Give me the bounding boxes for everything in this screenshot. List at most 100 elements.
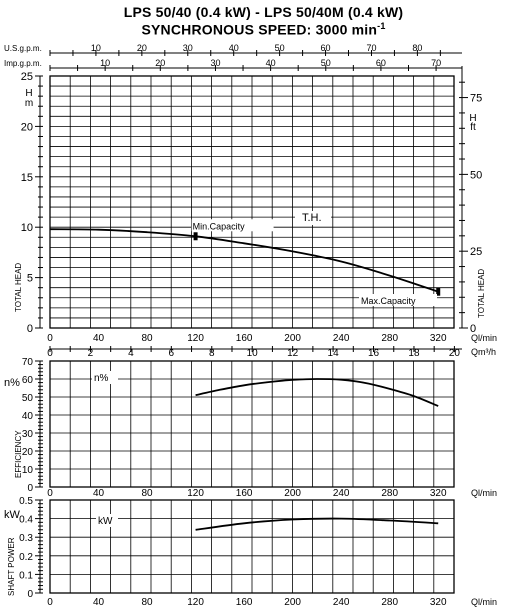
max-capacity-label-bg — [359, 294, 437, 306]
head-x-tick-label-lmin: 240 — [333, 333, 350, 344]
head-x-tick-label-lmin: 40 — [93, 333, 105, 344]
efficiency-tick-label: 50 — [22, 393, 34, 404]
head-right-tick-label: 0 — [470, 323, 476, 335]
impgpm-axis-label: Imp.g.p.m. — [4, 59, 42, 68]
power-plot-frame — [49, 499, 455, 594]
m3h-tick-label: 14 — [328, 348, 340, 359]
efficiency-x-tick-label: 320 — [430, 488, 447, 499]
efficiency-x-tick-label: 80 — [141, 488, 153, 499]
head-left-unit-h: H — [25, 88, 32, 99]
head-x-tick-label-lmin: 80 — [141, 333, 153, 344]
usgpm-tick-label: 20 — [137, 43, 147, 53]
head-x-tick-label-lmin: 320 — [430, 333, 447, 344]
m3h-tick-label: 10 — [247, 348, 259, 359]
m3h-tick-label: 8 — [209, 348, 215, 359]
power-x-tick-label: 200 — [284, 597, 301, 608]
efficiency-tick-label: 70 — [22, 357, 34, 368]
efficiency-x-tick-label: 200 — [284, 488, 301, 499]
usgpm-tick-label: 30 — [183, 43, 193, 53]
power-tick-label: 0.5 — [19, 496, 33, 507]
chart-subtitle: SYNCHRONOUS SPEED: 3000 min-1 — [0, 21, 527, 38]
efficiency-x-tick-label: 40 — [93, 488, 105, 499]
power-x-tick-label: 320 — [430, 597, 447, 608]
head-x-tick-label-lmin: 280 — [381, 333, 398, 344]
power-ylabel: SHAFT POWER — [7, 537, 16, 596]
chart-title: LPS 50/40 (0.4 kW) - LPS 50/40M (0.4 kW) — [123, 4, 404, 20]
power-tick-label: 0.3 — [19, 533, 33, 544]
efficiency-annotation: n% — [94, 373, 109, 384]
power-x-tick-label: 40 — [93, 597, 105, 608]
usgpm-tick-label: 80 — [412, 43, 422, 53]
usgpm-tick-label: 60 — [321, 43, 331, 53]
impgpm-tick-label: 30 — [210, 58, 220, 68]
m3h-tick-label: 0 — [47, 348, 53, 359]
head-x-tick-label-lmin: 120 — [187, 333, 204, 344]
efficiency-unit: n% — [4, 377, 20, 389]
head-left-tick-label: 15 — [21, 172, 33, 184]
power-x-tick-label: 280 — [381, 597, 398, 608]
power-x-tick-label: 80 — [141, 597, 153, 608]
speed-label: SYNCHRONOUS SPEED: 3000 min — [141, 21, 378, 38]
head-x-tick-label-lmin: 0 — [47, 333, 53, 344]
head-left-tick-label: 5 — [27, 273, 33, 285]
head-left-tick-label: 20 — [21, 121, 33, 133]
capacity-marker — [193, 232, 198, 241]
head-x-tick-label-lmin: 200 — [284, 333, 301, 344]
efficiency-tick-label: 30 — [22, 429, 34, 440]
usgpm-tick-label: 70 — [366, 43, 376, 53]
power-annotation-bg — [96, 514, 118, 527]
head-plot-frame — [49, 75, 455, 329]
efficiency-annotation-bg — [92, 371, 118, 384]
power-curve — [195, 517, 439, 531]
th-label-bg — [295, 211, 331, 225]
head-right-unit-h: H — [469, 113, 476, 124]
power-tick-label: 0 — [27, 589, 33, 600]
efficiency-tick-label: 40 — [22, 411, 34, 422]
power-tick-label: 0.1 — [19, 570, 33, 581]
efficiency-x-tick-label: 120 — [187, 488, 204, 499]
efficiency-x-tick-label: 240 — [333, 488, 350, 499]
min-capacity-label-bg — [191, 219, 274, 232]
efficiency-x-tick-label: 0 — [47, 488, 53, 499]
head-xlabel-lmin: Ql/min — [471, 333, 497, 343]
impgpm-tick-label: 10 — [100, 58, 110, 68]
max-capacity-label: Max.Capacity — [361, 296, 416, 306]
power-x-tick-label: 160 — [236, 597, 253, 608]
m3h-tick-label: 2 — [88, 348, 94, 359]
m3h-tick-label: 16 — [368, 348, 380, 359]
impgpm-tick-label: 40 — [266, 58, 276, 68]
head-right-tick-label: 75 — [470, 93, 482, 105]
min-capacity-label: Min.Capacity — [193, 221, 246, 231]
efficiency-tick-label: 0 — [27, 483, 33, 494]
speed-unit-superscript: -1 — [377, 21, 386, 31]
efficiency-tick-label: 60 — [22, 375, 34, 386]
head-ylabel: TOTAL HEAD — [14, 263, 23, 312]
capacity-marker — [436, 287, 441, 296]
efficiency-x-tick-label: 280 — [381, 488, 398, 499]
head-left-tick-label: 25 — [21, 71, 33, 83]
usgpm-axis-label: U.S.g.p.m. — [4, 44, 42, 53]
m3h-tick-label: 4 — [128, 348, 134, 359]
impgpm-tick-label: 50 — [321, 58, 331, 68]
head-left-tick-label: 10 — [21, 222, 33, 234]
power-unit: kW — [4, 509, 21, 521]
m3h-tick-label: 18 — [408, 348, 420, 359]
m3h-tick-label: 12 — [287, 348, 299, 359]
efficiency-xlabel: Ql/min — [471, 488, 497, 498]
usgpm-tick-label: 50 — [275, 43, 285, 53]
efficiency-tick-label: 10 — [22, 465, 34, 476]
impgpm-tick-label: 70 — [431, 58, 441, 68]
head-xlabel-m3h: Qm³/h — [471, 347, 496, 357]
usgpm-tick-label: 10 — [91, 43, 101, 53]
efficiency-ylabel: EFFICIENCY — [14, 430, 23, 478]
m3h-tick-label: 20 — [449, 348, 461, 359]
power-tick-label: 0.4 — [19, 515, 33, 526]
head-ylabel-right: TOTAL HEAD — [477, 269, 486, 318]
head-right-tick-label: 50 — [470, 169, 482, 181]
power-x-tick-label: 240 — [333, 597, 350, 608]
usgpm-tick-label: 40 — [229, 43, 239, 53]
head-left-tick-label: 0 — [27, 323, 33, 335]
power-x-tick-label: 0 — [47, 597, 53, 608]
